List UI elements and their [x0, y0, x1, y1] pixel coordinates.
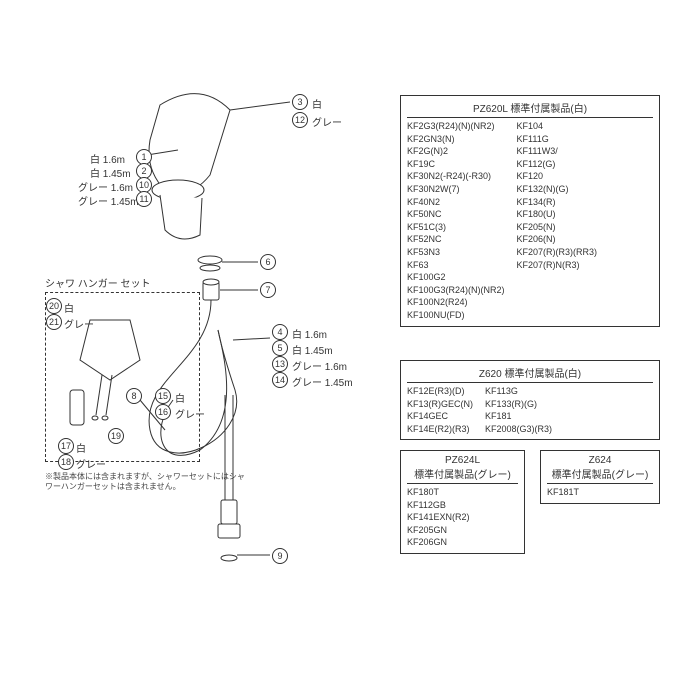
- spec-item: KF50NC: [407, 208, 505, 221]
- label-c3-white: 白: [312, 96, 322, 111]
- label-17: 白: [76, 440, 86, 455]
- table2-col1: KF12E(R3)(D)KF13(R)GEC(N)KF14GECKF14E(R2…: [407, 385, 473, 435]
- spec-item: KF30N2W(7): [407, 183, 505, 196]
- spec-item: KF51C(3): [407, 221, 505, 234]
- table4-col1: KF181T: [547, 486, 579, 499]
- table4-sub: 標準付属製品(グレー): [547, 466, 653, 484]
- callout-13: 13: [272, 356, 288, 372]
- label-mid-13: グレー 1.6m: [292, 358, 347, 373]
- callout-21: 21: [46, 314, 62, 330]
- label-white-1-6: 白 1.6m: [90, 151, 125, 166]
- callout-9: 9: [272, 548, 288, 564]
- spec-item: KF12E(R3)(D): [407, 385, 473, 398]
- spec-item: KF100NU(FD): [407, 309, 505, 322]
- spec-item: KF113G: [485, 385, 552, 398]
- table1-header: PZ620L 標準付属製品(白): [407, 100, 653, 118]
- spec-item: KF63: [407, 259, 505, 272]
- table1-col2: KF104KF111GKF111W3/KF112(G)KF120KF132(N)…: [517, 120, 598, 322]
- spec-item: KF207(R)(R3)(RR3): [517, 246, 598, 259]
- spec-item: KF133(R)(G): [485, 398, 552, 411]
- table3-col1: KF180TKF112GBKF141EXN(R2)KF205GNKF206GN: [407, 486, 470, 549]
- spec-item: KF2GN3(N): [407, 133, 505, 146]
- spec-item: KF132(N)(G): [517, 183, 598, 196]
- spec-table-pz624l: PZ624L 標準付属製品(グレー) KF180TKF112GBKF141EXN…: [400, 450, 525, 554]
- spec-item: KF19C: [407, 158, 505, 171]
- spec-item: KF30N2(-R24)(-R30): [407, 170, 505, 183]
- spec-item: KF205(N): [517, 221, 598, 234]
- footnote-text: ※製品本体には含まれますが、シャワーセットにはシャワーハンガーセットは含まれませ…: [45, 472, 245, 491]
- spec-item: KF180T: [407, 486, 470, 499]
- callout-5: 5: [272, 340, 288, 356]
- spec-item: KF206GN: [407, 536, 470, 549]
- spec-item: KF207(R)N(R3): [517, 259, 598, 272]
- spec-table-z620: Z620 標準付属製品(白) KF12E(R3)(D)KF13(R)GEC(N)…: [400, 360, 660, 440]
- spec-item: KF205GN: [407, 524, 470, 537]
- spec-item: KF181: [485, 410, 552, 423]
- callout-19: 19: [108, 428, 124, 444]
- callout-7: 7: [260, 282, 276, 298]
- callout-14: 14: [272, 372, 288, 388]
- spec-item: KF206(N): [517, 233, 598, 246]
- spec-item: KF2G3(R24)(N)(NR2): [407, 120, 505, 133]
- table3-sub: 標準付属製品(グレー): [407, 466, 518, 484]
- spec-item: KF112GB: [407, 499, 470, 512]
- spec-table-pz620l: PZ620L 標準付属製品(白) KF2G3(R24)(N)(NR2)KF2GN…: [400, 95, 660, 327]
- label-c12-grey: グレー: [312, 114, 342, 129]
- spec-item: KF112(G): [517, 158, 598, 171]
- callout-6: 6: [260, 254, 276, 270]
- spec-item: KF111G: [517, 133, 598, 146]
- spec-item: KF2008(G3)(R3): [485, 423, 552, 436]
- spec-item: KF100G3(R24)(N)(NR2): [407, 284, 505, 297]
- label-20: 白: [64, 300, 74, 315]
- label-grey-1-45: グレー 1.45m: [78, 193, 139, 208]
- label-grey-1-6: グレー 1.6m: [78, 179, 133, 194]
- spec-item: KF13(R)GEC(N): [407, 398, 473, 411]
- spec-item: KF134(R): [517, 196, 598, 209]
- spec-item: KF40N2: [407, 196, 505, 209]
- label-21: グレー: [64, 316, 94, 331]
- table3-header: PZ624L: [407, 455, 518, 466]
- callout-18: 18: [58, 454, 74, 470]
- label-18: グレー: [76, 456, 106, 471]
- spec-item: KF53N3: [407, 246, 505, 259]
- table2-col2: KF113GKF133(R)(G)KF181KF2008(G3)(R3): [485, 385, 552, 435]
- spec-item: KF111W3/: [517, 145, 598, 158]
- spec-item: KF104: [517, 120, 598, 133]
- label-mid-14: グレー 1.45m: [292, 374, 353, 389]
- spec-item: KF120: [517, 170, 598, 183]
- label-mid-4: 白 1.6m: [292, 326, 327, 341]
- hanger-set-title: シャワ ハンガー セット: [45, 275, 151, 290]
- spec-item: KF100G2: [407, 271, 505, 284]
- callout-17: 17: [58, 438, 74, 454]
- callout-3: 3: [292, 94, 308, 110]
- label-mid-5: 白 1.45m: [292, 342, 333, 357]
- callout-12: 12: [292, 112, 308, 128]
- spec-table-z624: Z624 標準付属製品(グレー) KF181T: [540, 450, 660, 504]
- table4-header: Z624: [547, 455, 653, 466]
- callout-4: 4: [272, 324, 288, 340]
- callout-16: 16: [155, 404, 171, 420]
- spec-item: KF141EXN(R2): [407, 511, 470, 524]
- spec-item: KF14E(R2)(R3): [407, 423, 473, 436]
- spec-item: KF14GEC: [407, 410, 473, 423]
- label-16: グレー: [175, 406, 205, 421]
- spec-item: KF52NC: [407, 233, 505, 246]
- table2-header: Z620 標準付属製品(白): [407, 365, 653, 383]
- label-white-1-45: 白 1.45m: [90, 165, 131, 180]
- callout-11: 11: [136, 191, 152, 207]
- spec-item: KF2G(N)2: [407, 145, 505, 158]
- callout-20: 20: [46, 298, 62, 314]
- spec-item: KF100N2(R24): [407, 296, 505, 309]
- label-15: 白: [175, 390, 185, 405]
- callout-15: 15: [155, 388, 171, 404]
- spec-item: KF180(U): [517, 208, 598, 221]
- spec-item: KF181T: [547, 486, 579, 499]
- table1-col1: KF2G3(R24)(N)(NR2)KF2GN3(N)KF2G(N)2KF19C…: [407, 120, 505, 322]
